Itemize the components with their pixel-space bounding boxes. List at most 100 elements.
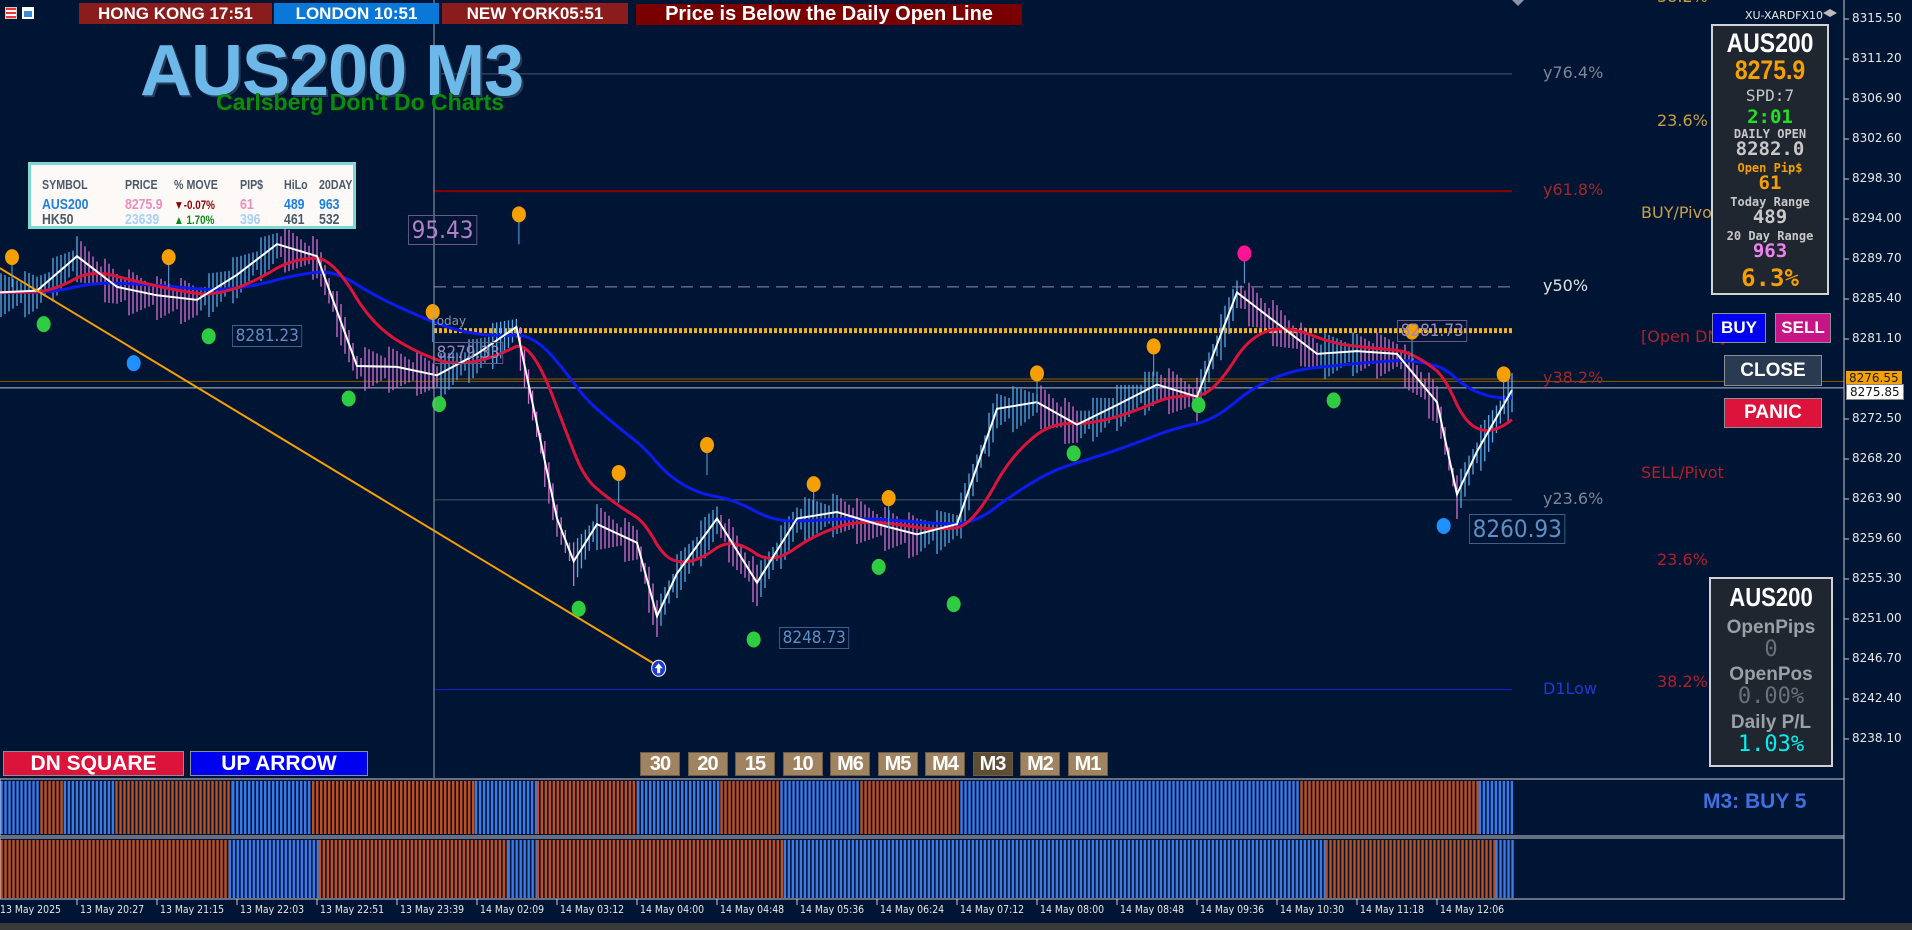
timeframe-button-m3[interactable]: M3 [972, 752, 1013, 776]
shift-chart-triangle-icon[interactable] [1512, 0, 1524, 6]
signal-strip-bar [740, 840, 744, 898]
signal-strip-bar [1424, 781, 1427, 834]
info-price: 8275.9 [1734, 55, 1806, 85]
signal-strip-bar [1208, 781, 1211, 834]
pivot-label: 38.2% [1657, 672, 1708, 692]
signal-strip-bar [1452, 781, 1455, 834]
info-countdown: 2:01 [1747, 106, 1793, 128]
top-signal-marker [700, 437, 714, 454]
timeframe-button-m6[interactable]: M6 [830, 752, 870, 776]
signal-strip-bar [1235, 840, 1239, 898]
signal-strip-bar [828, 781, 831, 834]
signal-strip-bar [803, 840, 807, 898]
signal-strip-bar [1047, 840, 1051, 898]
top-signal-marker [161, 249, 176, 266]
time-tick-label: 13 May 22:51 [320, 903, 385, 916]
signal-strip-bar [392, 781, 395, 834]
signal-strip-bar [1251, 840, 1255, 898]
signal-strip-bar [912, 781, 915, 834]
signal-strip-bar [244, 840, 248, 898]
signal-strip-bar [8, 781, 11, 834]
signal-strip-bar [1376, 781, 1379, 834]
signal-strip-bar [80, 840, 83, 898]
level-label: D1Low [1543, 678, 1598, 698]
indicator-panel-1-border [0, 778, 1845, 837]
signal-strip-bar [1280, 781, 1283, 834]
signal-strip-bar [1244, 781, 1247, 834]
signal-strip-bar [908, 781, 911, 834]
timeframe-button-m4[interactable]: M4 [925, 752, 965, 776]
signal-strip-bar [304, 781, 307, 834]
buy-button[interactable]: BUY [1712, 313, 1766, 343]
signal-strip-bar [324, 781, 327, 834]
bottom-signal-marker [871, 558, 886, 575]
signal-strip-bar [1179, 840, 1183, 898]
signal-strip-bar [1223, 840, 1227, 898]
signal-strip-bar [620, 840, 624, 898]
signal-strip-bar [676, 840, 680, 898]
signal-strip-bar [1072, 781, 1075, 834]
signal-strip-bar [1356, 781, 1359, 834]
signal-strip-bar [478, 840, 482, 898]
signal-strip-bar [1400, 781, 1403, 834]
signal-strip-bar [220, 840, 223, 898]
row-price: 8275.9 [125, 196, 163, 213]
signal-strip-bar [1312, 781, 1315, 834]
row-pips: 396 [240, 211, 261, 228]
clock-new-york: NEW YORK05:51 [442, 3, 628, 24]
signal-strip-bar [316, 840, 320, 898]
signal-strip-bar [195, 781, 198, 834]
sell-button[interactable]: SELL [1775, 313, 1831, 343]
signal-strip-bar [1140, 781, 1143, 834]
timeframe-button-10[interactable]: 10 [782, 752, 823, 776]
signal-strip-bar [386, 840, 390, 898]
close-button[interactable]: CLOSE [1724, 355, 1822, 386]
chart-title: AUS200 M3 [140, 31, 524, 111]
signal-strip-bar [36, 840, 39, 898]
panic-button[interactable]: PANIC [1724, 398, 1822, 428]
signal-strip-bar [864, 781, 867, 834]
signal-strip-bar [1135, 840, 1139, 898]
timeframe-button-m5[interactable]: M5 [877, 752, 918, 776]
up-arrow-button[interactable]: UP ARROW [190, 751, 368, 776]
signal-strip-bar [1469, 840, 1472, 898]
timeframe-button-30[interactable]: 30 [640, 752, 680, 776]
signal-strip-bar [284, 840, 288, 898]
signal-strip-bar [326, 840, 330, 898]
signal-strip-bar [1151, 840, 1155, 898]
signal-strip-bar [1287, 840, 1291, 898]
timeframe-button-15[interactable]: 15 [735, 752, 775, 776]
signal-strip-bar [584, 840, 588, 898]
level-label: y38.2% [1543, 367, 1604, 387]
dn-square-button[interactable]: DN SQUARE [3, 751, 184, 776]
row-symbol[interactable]: HK50 [42, 211, 74, 228]
timeframe-button-m2[interactable]: M2 [1020, 752, 1060, 776]
signal-strip-bar [1337, 840, 1340, 898]
bottom-signal-marker [1066, 445, 1081, 462]
signal-strip-bar [179, 781, 182, 834]
signal-strip-bar [907, 840, 911, 898]
signal-strip-bar [740, 781, 743, 834]
signal-strip-bar [1348, 781, 1351, 834]
signal-strip-bar [1039, 840, 1043, 898]
signal-strip-bar [203, 781, 206, 834]
signal-strip-bar [1288, 781, 1291, 834]
tools-icon[interactable] [22, 7, 34, 19]
signal-strip-bar [16, 840, 19, 898]
signal-strip-bar [1103, 840, 1107, 898]
signal-strip-bar [1292, 781, 1295, 834]
grid-menu-icon[interactable] [5, 7, 17, 19]
timeframe-button-20[interactable]: 20 [687, 752, 728, 776]
timeframe-button-m1[interactable]: M1 [1067, 752, 1108, 776]
signal-strip-bar [1068, 781, 1071, 834]
signal-strip-bar [176, 840, 179, 898]
signal-strip-bar [588, 781, 592, 834]
signal-strip-bar [1404, 781, 1407, 834]
signal-strip-bar [44, 781, 47, 834]
row-symbol[interactable]: AUS200 [42, 196, 89, 213]
signal-strip-bar [1004, 781, 1007, 834]
signal-strip-bar [996, 781, 999, 834]
signal-strip-bar [923, 840, 927, 898]
signal-strip-bar [968, 781, 971, 834]
